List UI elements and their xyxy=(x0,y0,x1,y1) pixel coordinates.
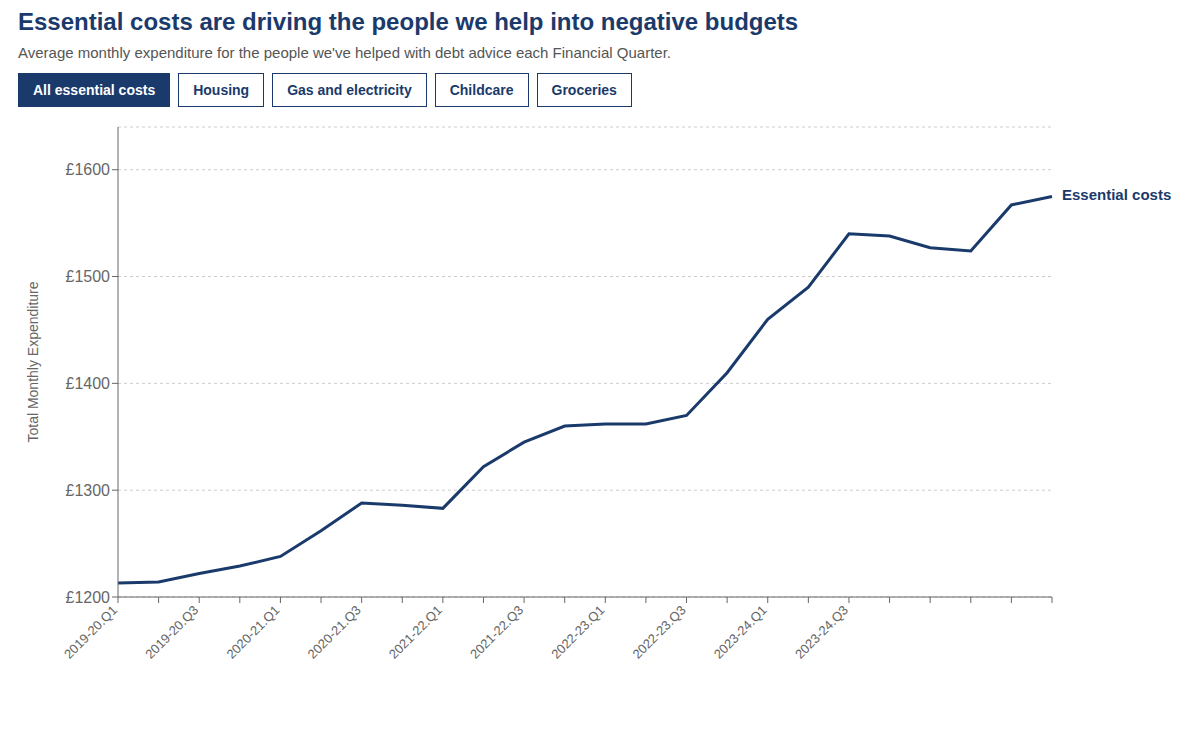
svg-text:2019-20.Q3: 2019-20.Q3 xyxy=(142,603,201,662)
svg-text:£1600: £1600 xyxy=(66,161,111,178)
svg-text:£1200: £1200 xyxy=(66,589,111,606)
html-text:Gas and electricity: Gas and electricity xyxy=(287,82,412,98)
svg-text:2022-23.Q1: 2022-23.Q1 xyxy=(548,603,607,662)
html-text:Essential costs are driving th: Essential costs are driving the people w… xyxy=(18,8,799,35)
html-text:Housing: Housing xyxy=(193,82,250,98)
svg-text:2022-23.Q3: 2022-23.Q3 xyxy=(629,603,688,662)
svg-text:Total Monthly Expenditure: Total Monthly Expenditure xyxy=(25,281,41,442)
svg-text:2020-21.Q1: 2020-21.Q1 xyxy=(223,603,282,662)
html-text:Average monthly expenditure fo: Average monthly expenditure for the peop… xyxy=(18,44,671,61)
html-text:All essential costs: All essential costs xyxy=(33,82,156,98)
html-text:Childcare: Childcare xyxy=(449,82,514,98)
svg-text:£1500: £1500 xyxy=(66,268,111,285)
svg-text:Essential costs: Essential costs xyxy=(1062,186,1171,203)
svg-text:2023-24.Q3: 2023-24.Q3 xyxy=(792,603,851,662)
svg-text:2021-22.Q3: 2021-22.Q3 xyxy=(467,603,526,662)
svg-text:2020-21.Q3: 2020-21.Q3 xyxy=(305,603,364,662)
svg-text:2023-24.Q1: 2023-24.Q1 xyxy=(711,603,770,662)
html-text:Groceries: Groceries xyxy=(551,82,617,98)
svg-text:£1300: £1300 xyxy=(66,482,111,499)
svg-text:£1400: £1400 xyxy=(66,375,111,392)
svg-text:2019-20.Q1: 2019-20.Q1 xyxy=(61,603,120,662)
svg-text:2021-22.Q1: 2021-22.Q1 xyxy=(386,603,445,662)
